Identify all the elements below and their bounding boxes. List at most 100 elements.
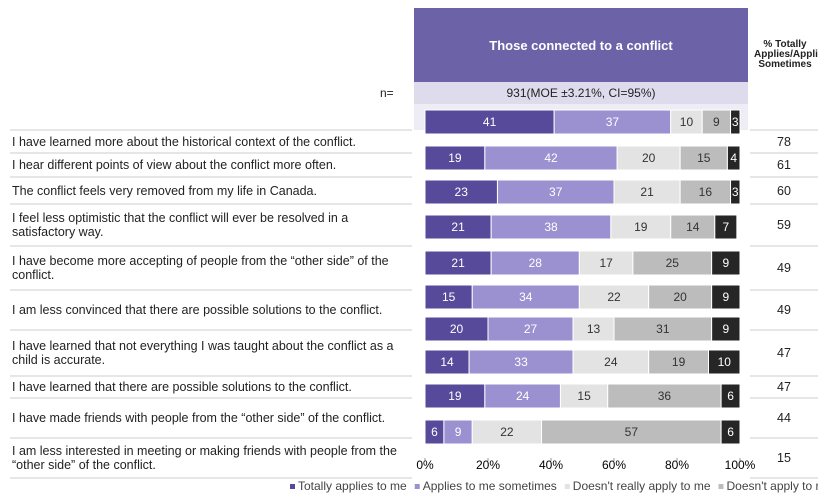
legend-swatch: [414, 484, 420, 489]
data-label: 4: [730, 151, 737, 165]
statement: I hear different points of view about th…: [12, 158, 337, 172]
data-label: 21: [451, 256, 465, 270]
data-label: 31: [656, 322, 670, 336]
statement: I am less convinced that there are possi…: [12, 303, 383, 317]
data-label: 24: [516, 389, 530, 403]
x-tick-label: 0%: [416, 458, 434, 472]
data-label: 6: [431, 425, 438, 439]
bar-segment: [424, 349, 470, 375]
total-value: 15: [777, 451, 791, 465]
n-row: 931(MOE ±3.21%, CI=95%): [414, 82, 748, 104]
data-label: 37: [606, 115, 620, 129]
bar-segment: [424, 383, 486, 409]
data-label: 3: [732, 185, 739, 199]
bar-segment: [424, 109, 555, 135]
legend-swatch: [290, 484, 295, 489]
statement: I have made friends with people from the…: [12, 411, 386, 425]
data-label: 22: [607, 290, 621, 304]
data-label: 13: [587, 322, 601, 336]
bar-segment: [679, 145, 728, 171]
total-value: 59: [777, 218, 791, 232]
data-label: 19: [634, 220, 648, 234]
data-label: 16: [699, 185, 713, 199]
bar-segment: [424, 145, 486, 171]
bar-segment: [553, 109, 672, 135]
x-tick-label: 40%: [539, 458, 563, 472]
data-label: 19: [448, 151, 462, 165]
bar-segment: [471, 284, 580, 310]
data-label: 28: [529, 256, 543, 270]
data-label: 23: [455, 185, 469, 199]
data-label: 14: [686, 220, 700, 234]
bar-segment: [578, 284, 650, 310]
data-label: 42: [544, 151, 558, 165]
data-label: 14: [440, 355, 454, 369]
data-label: 17: [599, 256, 613, 270]
x-tick-label: 80%: [665, 458, 689, 472]
bar-segment: [471, 419, 543, 445]
statement: The conflict feels very removed from my …: [12, 183, 317, 198]
bar-segment: [487, 316, 574, 342]
data-label: 9: [722, 322, 729, 336]
data-label: 37: [549, 185, 563, 199]
data-label: 9: [455, 425, 462, 439]
bar-segment: [578, 250, 634, 276]
total-value: 60: [777, 183, 791, 198]
data-label: 6: [727, 425, 734, 439]
data-label: 15: [442, 290, 456, 304]
total-value: 47: [777, 380, 791, 394]
bar-segment: [496, 179, 615, 205]
data-label: 21: [451, 220, 465, 234]
legend-swatch: [718, 484, 724, 489]
data-label: 25: [666, 256, 680, 270]
data-label: 38: [544, 220, 558, 234]
statement: I have become more accepting of people f…: [12, 254, 389, 282]
data-label: 20: [642, 151, 656, 165]
data-label: 41: [483, 115, 497, 129]
bar-segment: [490, 214, 612, 240]
statement: I am less interested in meeting or makin…: [12, 444, 397, 472]
statement: I feel less optimistic that the conflict…: [12, 211, 349, 239]
legend-label: Totally applies to me: [298, 479, 407, 493]
data-label: 24: [604, 355, 618, 369]
total-header: % Totally Applies/Applies Sometimes: [754, 39, 818, 70]
statement: I have learned that not everything I was…: [12, 339, 394, 367]
data-label: 20: [450, 322, 464, 336]
total-value: 78: [777, 134, 791, 149]
bar-segment: [701, 109, 732, 135]
bar-segment: [714, 214, 738, 240]
bar-segment: [613, 179, 681, 205]
legend-swatch: [564, 484, 570, 489]
data-label: 10: [680, 115, 694, 129]
data-label: 7: [722, 220, 729, 234]
bar-segment: [613, 316, 713, 342]
n-label: n=: [380, 86, 394, 100]
statement: I have learned that there are possible s…: [12, 380, 352, 394]
total-value: 49: [777, 303, 791, 317]
n-value: 931(MOE ±3.21%, CI=95%): [506, 86, 656, 100]
x-tick-label: 60%: [602, 458, 626, 472]
header-box: Those connected to a conflict: [414, 8, 748, 82]
data-label: 19: [672, 355, 686, 369]
bar-segment: [610, 214, 672, 240]
bar-segment: [726, 145, 741, 171]
bar-segment: [559, 383, 609, 409]
data-label: 34: [519, 290, 533, 304]
bar-segment: [679, 179, 732, 205]
total-value: 47: [777, 346, 791, 360]
data-label: 10: [718, 355, 732, 369]
bar-segment: [720, 383, 741, 409]
bar-segment: [616, 145, 681, 171]
bar-segment: [711, 316, 741, 342]
data-label: 57: [625, 425, 639, 439]
data-label: 36: [658, 389, 672, 403]
data-label: 15: [577, 389, 591, 403]
bar-segment: [720, 419, 741, 445]
bar-segment: [424, 179, 498, 205]
data-label: 22: [500, 425, 514, 439]
total-value: 49: [777, 261, 791, 275]
legend-label: Applies to me sometimes: [423, 479, 557, 493]
legend-label: Doesn't apply to me at all: [727, 479, 818, 493]
